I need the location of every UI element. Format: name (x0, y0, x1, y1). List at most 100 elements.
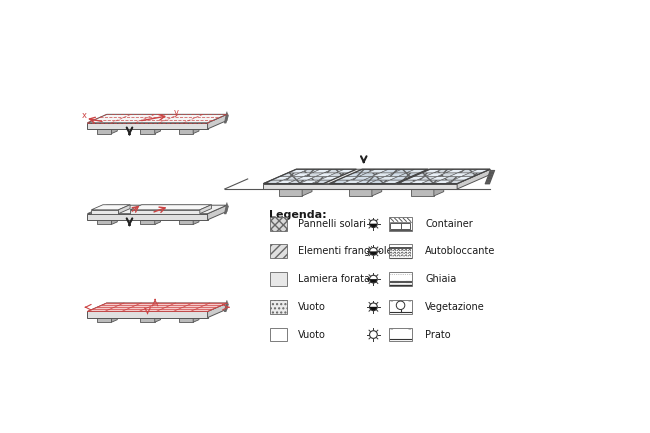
Bar (389, 272, 412, 286)
Polygon shape (118, 205, 130, 213)
Polygon shape (302, 185, 312, 196)
Polygon shape (140, 220, 155, 224)
Polygon shape (279, 185, 312, 189)
Text: Prato: Prato (425, 330, 451, 339)
Polygon shape (193, 126, 199, 133)
Text: Ghiaia: Ghiaia (425, 274, 456, 284)
Polygon shape (369, 180, 390, 184)
Polygon shape (280, 173, 300, 176)
Polygon shape (155, 217, 161, 224)
Polygon shape (413, 173, 434, 176)
Polygon shape (421, 180, 441, 184)
Polygon shape (140, 217, 161, 220)
Polygon shape (359, 173, 380, 176)
Polygon shape (346, 173, 367, 176)
Polygon shape (446, 169, 466, 173)
Polygon shape (406, 176, 426, 180)
Polygon shape (193, 217, 199, 224)
Wedge shape (370, 279, 377, 283)
Polygon shape (453, 176, 474, 180)
Bar (389, 300, 412, 314)
Polygon shape (336, 169, 356, 173)
Polygon shape (283, 176, 304, 180)
Polygon shape (380, 169, 402, 173)
Polygon shape (457, 169, 490, 189)
Polygon shape (470, 169, 490, 173)
Polygon shape (372, 173, 393, 176)
Text: Lamiera forata: Lamiera forata (298, 274, 370, 284)
Polygon shape (411, 189, 434, 196)
Polygon shape (272, 176, 292, 180)
Polygon shape (88, 114, 227, 123)
Polygon shape (155, 126, 161, 133)
Polygon shape (276, 180, 296, 184)
Text: y: y (174, 108, 178, 117)
Polygon shape (417, 176, 437, 180)
Polygon shape (97, 220, 112, 224)
Polygon shape (263, 169, 490, 184)
Polygon shape (179, 126, 199, 129)
Polygon shape (97, 129, 112, 133)
Bar (389, 328, 412, 342)
Polygon shape (193, 315, 199, 322)
Polygon shape (140, 126, 161, 129)
Text: Vuoto: Vuoto (298, 302, 326, 312)
Polygon shape (304, 173, 324, 176)
Polygon shape (356, 180, 377, 184)
Bar (270, 300, 287, 314)
Polygon shape (462, 173, 482, 176)
Polygon shape (292, 173, 312, 176)
Circle shape (370, 331, 377, 339)
Polygon shape (97, 315, 117, 318)
Bar (270, 217, 287, 231)
Polygon shape (337, 176, 359, 180)
Bar (389, 245, 412, 259)
Polygon shape (88, 213, 207, 220)
Polygon shape (200, 205, 211, 213)
Polygon shape (311, 180, 332, 184)
Polygon shape (411, 185, 444, 189)
Bar (389, 217, 412, 231)
Text: x: x (81, 110, 86, 120)
Circle shape (370, 220, 377, 227)
Polygon shape (397, 180, 417, 184)
Polygon shape (207, 205, 227, 220)
Bar (270, 328, 287, 342)
Text: Vuoto: Vuoto (298, 330, 326, 339)
Polygon shape (348, 189, 372, 196)
Polygon shape (91, 205, 130, 210)
Polygon shape (207, 114, 227, 129)
Polygon shape (354, 169, 375, 173)
Polygon shape (434, 169, 454, 173)
Polygon shape (179, 318, 193, 322)
Polygon shape (426, 173, 446, 176)
Polygon shape (429, 176, 450, 180)
Polygon shape (312, 169, 332, 173)
Polygon shape (207, 303, 227, 318)
Polygon shape (88, 311, 207, 318)
Polygon shape (88, 303, 227, 311)
Polygon shape (97, 126, 117, 129)
Polygon shape (307, 176, 328, 180)
Polygon shape (263, 180, 283, 184)
Circle shape (370, 248, 377, 255)
Polygon shape (437, 173, 458, 176)
Polygon shape (140, 129, 155, 133)
Polygon shape (316, 173, 336, 176)
Text: Elementi frangisole: Elementi frangisole (298, 246, 393, 256)
Circle shape (370, 275, 377, 283)
Polygon shape (348, 185, 382, 189)
Polygon shape (112, 217, 117, 224)
Polygon shape (179, 217, 199, 220)
Polygon shape (367, 169, 389, 173)
Polygon shape (377, 176, 398, 180)
Polygon shape (88, 205, 227, 213)
Text: Vegetazione: Vegetazione (425, 302, 485, 312)
Polygon shape (433, 180, 453, 184)
Polygon shape (140, 318, 155, 322)
Polygon shape (350, 176, 372, 180)
Polygon shape (390, 176, 411, 180)
Wedge shape (370, 307, 377, 310)
Polygon shape (343, 180, 364, 184)
Polygon shape (441, 176, 461, 180)
